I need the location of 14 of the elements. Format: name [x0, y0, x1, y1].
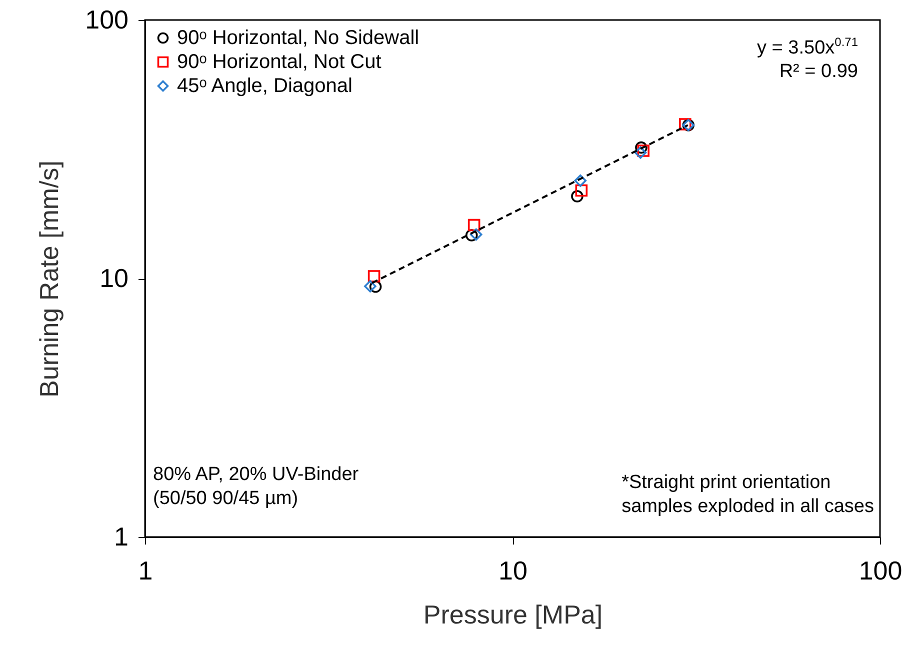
x-tick-label: 10: [498, 556, 528, 586]
annotation: *Straight print orientation samples exploded in all cases: [622, 471, 874, 519]
x-tick-label: 1: [138, 556, 153, 586]
annotation: y = 3.50x$^{0.71}$ R² = 0.99: [757, 34, 858, 84]
legend-label: 90ᵒ Horizontal, Not Cut: [177, 51, 382, 73]
x-tick-label: 100: [858, 556, 902, 586]
annotation: 80% AP, 20% UV-Binder (50/50 90/45 µm): [153, 463, 359, 511]
x-axis-title: Pressure [MPa]: [423, 600, 603, 630]
y-tick-label: 1: [114, 522, 128, 552]
y-tick-label: 10: [100, 263, 128, 293]
y-tick-label: 100: [85, 4, 128, 34]
legend-label: 90ᵒ Horizontal, No Sidewall: [177, 27, 420, 49]
y-axis-title: Burning Rate [mm/s]: [34, 160, 64, 398]
legend-label: 45ᵒ Angle, Diagonal: [177, 75, 352, 97]
